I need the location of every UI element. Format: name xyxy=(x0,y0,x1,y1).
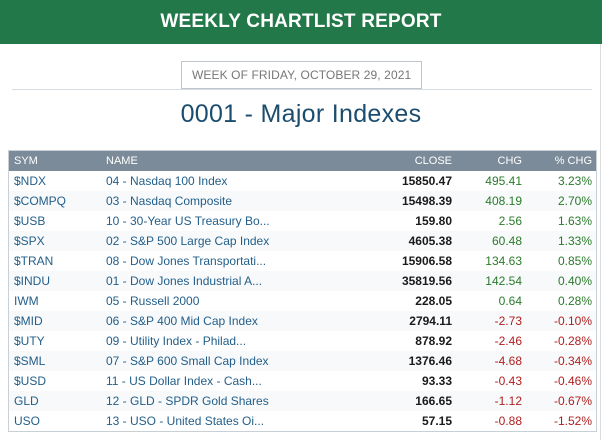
percent-change-value: 0.28% xyxy=(557,294,592,308)
change-value: 142.54 xyxy=(485,274,522,288)
table-row[interactable]: $UTY 09 - Utility Index - Philad... 878.92… xyxy=(9,331,596,351)
name-link[interactable]: 03 - Nasdaq Composite xyxy=(106,194,233,208)
percent-change-value: -1.52% xyxy=(553,414,592,428)
table-row[interactable]: $TRAN 08 - Dow Jones Transportati... 15906… xyxy=(9,251,596,271)
name-link[interactable]: 11 - US Dollar Index - Cash... xyxy=(106,374,262,388)
percent-change-value: 1.63% xyxy=(557,214,592,228)
percent-change-value: 1.33% xyxy=(557,234,592,248)
col-header-chg[interactable]: CHG xyxy=(497,155,522,167)
change-value: 60.48 xyxy=(491,234,522,248)
percent-change-value: -0.34% xyxy=(553,354,592,368)
table-body: $NDX 04 - Nasdaq 100 Index 15850.47 495.41 3… xyxy=(9,171,596,431)
change-value: -1.12 xyxy=(494,394,522,408)
close-value: 878.92 xyxy=(415,334,452,348)
symbol-link[interactable]: $NDX xyxy=(14,174,47,188)
table-row[interactable]: IWM 05 - Russell 2000 228.05 0.64 0.28% xyxy=(9,291,596,311)
close-value: 93.33 xyxy=(421,374,452,388)
table-header: SYM NAME CLOSE CHG % CHG xyxy=(9,151,596,171)
close-value: 15906.58 xyxy=(401,254,452,268)
week-label: WEEK OF FRIDAY, OCTOBER 29, 2021 xyxy=(181,61,423,89)
week-wrap: WEEK OF FRIDAY, OCTOBER 29, 2021 xyxy=(181,61,423,89)
change-value: -4.68 xyxy=(494,354,522,368)
table-row[interactable]: $COMPQ 03 - Nasdaq Composite 15498.39 408.1… xyxy=(9,191,596,211)
change-value: -2.46 xyxy=(494,334,522,348)
table-row[interactable]: $NDX 04 - Nasdaq 100 Index 15850.47 495.41 3… xyxy=(9,171,596,191)
symbol-link[interactable]: $COMPQ xyxy=(14,194,67,208)
symbol-link[interactable]: $INDU xyxy=(14,274,51,288)
name-link[interactable]: 05 - Russell 2000 xyxy=(106,294,200,308)
percent-change-value: 2.70% xyxy=(557,194,592,208)
report-title: WEEKLY CHARTLIST REPORT xyxy=(160,11,442,32)
table-row[interactable]: $USD 11 - US Dollar Index - Cash... 93.33 -… xyxy=(9,371,596,391)
change-value: 0.64 xyxy=(498,294,522,308)
name-link[interactable]: 06 - S&P 400 Mid Cap Index xyxy=(106,314,258,328)
table-row[interactable]: $SPX 02 - S&P 500 Large Cap Index 4605.38 6… xyxy=(9,231,596,251)
table-row[interactable]: $USB 10 - 30-Year US Treasury Bo... 159.80… xyxy=(9,211,596,231)
symbol-link[interactable]: $SML xyxy=(14,354,46,368)
col-header-sym[interactable]: SYM xyxy=(14,155,38,167)
percent-change-value: -0.28% xyxy=(553,334,592,348)
percent-change-value: 0.85% xyxy=(557,254,592,268)
change-value: 408.19 xyxy=(485,194,522,208)
close-value: 15850.47 xyxy=(401,174,452,188)
symbol-link[interactable]: $UTY xyxy=(14,334,45,348)
report-header: WEEKLY CHARTLIST REPORT xyxy=(0,0,602,44)
name-link[interactable]: 10 - 30-Year US Treasury Bo... xyxy=(106,214,270,228)
col-header-close[interactable]: CLOSE xyxy=(414,155,452,167)
symbol-link[interactable]: $USB xyxy=(14,214,46,228)
name-link[interactable]: 09 - Utility Index - Philad... xyxy=(106,334,247,348)
close-value: 1376.46 xyxy=(408,354,452,368)
close-value: 4605.38 xyxy=(408,234,452,248)
symbol-link[interactable]: GLD xyxy=(14,394,39,408)
close-value: 2794.11 xyxy=(409,314,452,328)
close-value: 166.65 xyxy=(415,394,452,408)
name-link[interactable]: 12 - GLD - SPDR Gold Shares xyxy=(106,394,269,408)
list-title: 0001 - Major Indexes xyxy=(180,100,422,128)
symbol-link[interactable]: $TRAN xyxy=(14,254,54,268)
change-value: 495.41 xyxy=(485,174,522,188)
table-row[interactable]: $MID 06 - S&P 400 Mid Cap Index 2794.11 -2.… xyxy=(9,311,596,331)
symbol-link[interactable]: $USD xyxy=(14,374,47,388)
close-value: 35819.56 xyxy=(401,274,452,288)
close-value: 57.15 xyxy=(421,414,452,428)
change-value: 2.56 xyxy=(498,214,522,228)
change-value: -0.43 xyxy=(494,374,522,388)
percent-change-value: -0.67% xyxy=(553,394,592,408)
change-value: -2.73 xyxy=(494,314,522,328)
percent-change-value: 3.23% xyxy=(557,174,592,188)
name-link[interactable]: 01 - Dow Jones Industrial A... xyxy=(106,274,263,288)
change-value: -0.88 xyxy=(494,414,522,428)
divider xyxy=(12,89,592,90)
percent-change-value: -0.46% xyxy=(553,374,592,388)
table-row[interactable]: $SML 07 - S&P 600 Small Cap Index 1376.46 -… xyxy=(9,351,596,371)
report-frame xyxy=(0,44,601,440)
name-link[interactable]: 04 - Nasdaq 100 Index xyxy=(106,174,228,188)
symbol-link[interactable]: $MID xyxy=(14,314,43,328)
name-link[interactable]: 08 - Dow Jones Transportati... xyxy=(106,254,267,268)
table-row[interactable]: GLD 12 - GLD - SPDR Gold Shares 166.65 -1.1… xyxy=(9,391,596,411)
percent-change-value: -0.10% xyxy=(553,314,592,328)
symbol-link[interactable]: IWM xyxy=(14,294,39,308)
symbol-link[interactable]: USO xyxy=(14,414,41,428)
name-link[interactable]: 02 - S&P 500 Large Cap Index xyxy=(106,234,270,248)
close-value: 228.05 xyxy=(415,294,452,308)
change-value: 134.63 xyxy=(485,254,522,268)
name-link[interactable]: 13 - USO - United States Oi... xyxy=(106,414,265,428)
close-value: 159.80 xyxy=(415,214,452,228)
table-row[interactable]: $INDU 01 - Dow Jones Industrial A... 35819… xyxy=(9,271,596,291)
percent-change-value: 0.40% xyxy=(557,274,592,288)
name-link[interactable]: 07 - S&P 600 Small Cap Index xyxy=(106,354,269,368)
table-row[interactable]: USO 13 - USO - United States Oi... 57.15 -0… xyxy=(9,411,596,431)
close-value: 15498.39 xyxy=(401,194,452,208)
index-table: SYM NAME CLOSE CHG % CHG $NDX 04 - Nasdaq… xyxy=(8,150,597,432)
col-header-name[interactable]: NAME xyxy=(106,155,138,167)
col-header-pct-chg[interactable]: % CHG xyxy=(554,155,592,167)
symbol-link[interactable]: $SPX xyxy=(14,234,45,248)
